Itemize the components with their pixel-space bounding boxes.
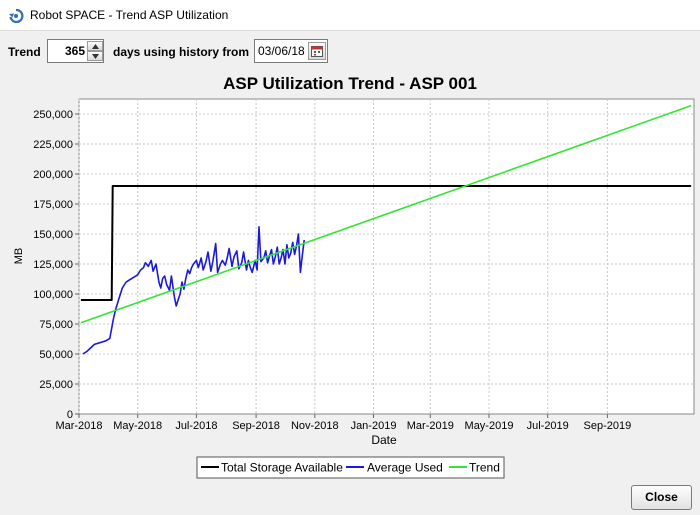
plot-area: [78, 98, 695, 415]
x-tick-label: Sep-2018: [232, 420, 280, 432]
window-title: Robot SPACE - Trend ASP Utilization: [30, 8, 229, 22]
y-tick-label: 150,000: [33, 229, 73, 241]
x-tick-label: Nov-2018: [291, 420, 339, 432]
y-tick-label: 225,000: [33, 139, 73, 151]
grid-lines: [78, 99, 694, 414]
close-button[interactable]: Close: [631, 485, 692, 510]
y-tick-label: 0: [67, 409, 73, 421]
x-tick-label: Sep-2019: [584, 420, 632, 432]
x-tick-label: Jul-2018: [175, 420, 217, 432]
y-tick-label: 50,000: [39, 349, 73, 361]
x-tick-label: May-2018: [113, 420, 162, 432]
spin-down-button[interactable]: [87, 51, 103, 61]
legend-label-trend: Trend: [469, 461, 500, 475]
legend-label-total: Total Storage Available: [221, 461, 343, 475]
y-axis: 0 25,000 50,000 75,000 100,000 125,000 150,000…: [33, 109, 79, 421]
x-tick-label: May-2019: [465, 420, 514, 432]
y-tick-label: 125,000: [33, 259, 73, 271]
y-axis-label: MB: [13, 248, 25, 265]
calendar-button[interactable]: [308, 42, 326, 60]
title-bar: Robot SPACE - Trend ASP Utilization: [0, 0, 700, 31]
x-tick-label: Jan-2019: [351, 420, 397, 432]
legend: Total Storage Available Average Used Tre…: [196, 456, 505, 479]
days-history-label: days using history from: [113, 45, 250, 59]
x-tick-label: Mar-2019: [407, 420, 454, 432]
calendar-icon: [311, 46, 323, 57]
y-tick-label: 250,000: [33, 109, 73, 121]
y-tick-label: 100,000: [33, 289, 73, 301]
series-lines: [80, 104, 692, 355]
x-axis-label: Date: [371, 433, 397, 447]
trend-label: Trend: [8, 45, 41, 59]
x-tick-label: Mar-2018: [55, 420, 102, 432]
y-tick-label: 175,000: [33, 199, 73, 211]
arrow-up-icon: [92, 44, 99, 49]
chart-title: ASP Utilization Trend - ASP 001: [223, 74, 477, 93]
series-trend-line: [80, 104, 692, 324]
robot-app-icon: [9, 8, 24, 24]
x-tick-label: Jul-2019: [527, 420, 569, 432]
history-date-value[interactable]: 03/06/18: [258, 44, 305, 58]
spin-up-button[interactable]: [87, 41, 103, 51]
toolbar: Trend days using history from 03/06/18: [0, 31, 700, 69]
series-average-used-line: [82, 226, 305, 355]
x-axis: Mar-2018 May-2018 Jul-2018 Sep-2018 Nov-2018…: [55, 414, 631, 432]
history-date-field[interactable]: 03/06/18: [254, 39, 328, 63]
y-tick-label: 25,000: [39, 379, 73, 391]
arrow-down-icon: [92, 54, 99, 59]
trend-days-spinner[interactable]: [47, 39, 104, 63]
legend-label-average: Average Used: [367, 461, 443, 475]
y-tick-label: 75,000: [39, 319, 73, 331]
trend-days-input[interactable]: [50, 44, 85, 58]
series-total-storage-line: [80, 185, 692, 301]
y-tick-label: 200,000: [33, 169, 73, 181]
